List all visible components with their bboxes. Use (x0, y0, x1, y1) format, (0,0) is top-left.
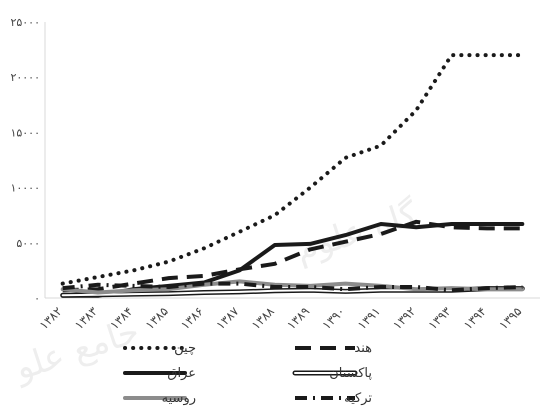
legend-label: پاکستان (329, 366, 372, 381)
x-tick-label: ۱۳۹۳ (426, 304, 455, 333)
x-tick-label: ۱۳۸۵ (143, 304, 171, 332)
legend-item: چین (123, 341, 196, 356)
legend-item: ترکیه (295, 391, 372, 406)
legend-item: پاکستان (292, 366, 372, 381)
y-tick-label: ۲۵۰۰۰ (10, 16, 40, 29)
x-tick-label: ۱۳۹۲ (390, 304, 418, 332)
x-tick-label: ۱۳۹۰ (320, 304, 348, 332)
legend-item: هند (295, 341, 372, 356)
legend-label: روسیه (162, 391, 196, 406)
x-tick-labels: ۱۳۸۲ ۱۳۸۳ ۱۳۸۴ ۱۳۸۵ ۱۳۸۶ ۱۳۸۷ ۱۳۸۸ ۱۳۸۹ ۱۳۹۰ ۱۳۹۱… (37, 304, 525, 333)
legend-label: ترکیه (344, 391, 372, 406)
x-tick-label: ۱۳۹۵ (496, 304, 524, 332)
y-tick-label: ۲۰۰۰۰ (10, 71, 40, 84)
x-tick-label: ۱۳۸۶ (178, 304, 206, 332)
y-tick-label: ۱۵۰۰۰ (10, 126, 40, 139)
x-tick-label: ۱۳۹۴ (461, 304, 489, 332)
y-tick-label: ۰ (34, 292, 40, 305)
legend-label: عراق (167, 366, 196, 381)
legend-label: هند (354, 341, 372, 356)
x-tick-label: ۱۳۹۱ (355, 304, 383, 332)
x-tick-label: ۱۳۸۲ (37, 304, 65, 332)
y-tick-label: ۱۰۰۰۰ (10, 182, 40, 195)
series-layer (60, 53, 525, 298)
legend-item: روسیه (123, 391, 196, 406)
x-tick-label: ۱۳۸۹ (284, 304, 312, 332)
y-tick-label: ۵۰۰۰ (16, 237, 40, 250)
legend-label: چین (174, 341, 196, 356)
legend: چین هند عراق پاکستان روسیه ترکیه (123, 341, 372, 406)
x-tick-label: ۱۳۸۷ (213, 304, 242, 333)
series-line (62, 281, 523, 293)
y-tick-labels: ۰ ۵۰۰۰ ۱۰۰۰۰ ۱۵۰۰۰ ۲۰۰۰۰ ۲۵۰۰۰ (10, 16, 40, 305)
x-tick-label: ۱۳۸۸ (249, 304, 278, 333)
series-line (62, 219, 523, 293)
series-line (60, 53, 525, 286)
legend-item: عراق (123, 366, 196, 381)
